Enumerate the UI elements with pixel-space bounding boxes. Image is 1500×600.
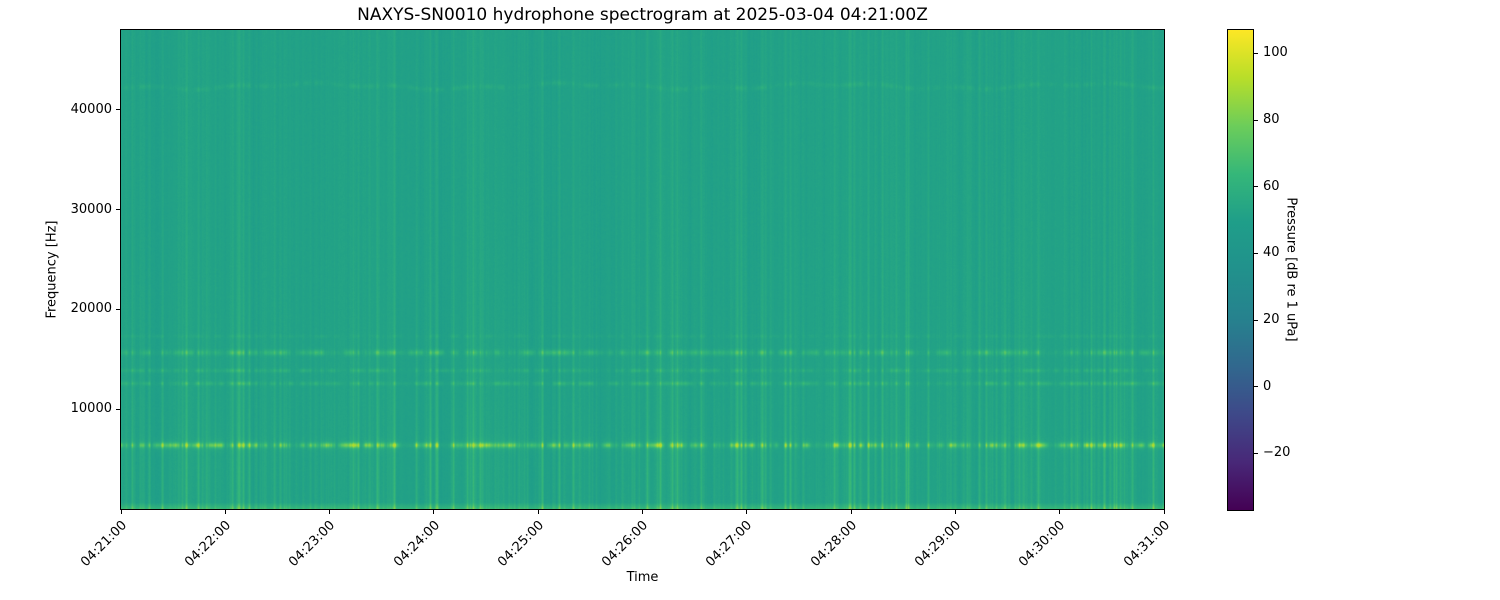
x-tick-label: 04:25:00 (494, 518, 547, 570)
x-tick-mark (537, 510, 539, 514)
chart-title: NAXYS-SN0010 hydrophone spectrogram at 2… (357, 5, 928, 25)
colorbar-tick-mark (1254, 452, 1258, 454)
x-axis-label: Time (626, 570, 659, 585)
y-tick-label: 30000 (70, 201, 112, 217)
y-tick-label: 20000 (70, 301, 112, 317)
colorbar-tick-label: 0 (1263, 378, 1272, 394)
colorbar-tick-mark (1254, 386, 1258, 388)
x-tick-mark (224, 510, 226, 514)
colorbar-tick-label: 100 (1263, 45, 1288, 61)
colorbar-tick-label: 60 (1263, 178, 1280, 194)
x-tick-mark (1059, 510, 1061, 514)
y-tick-mark (116, 308, 120, 310)
x-tick-label: 04:23:00 (286, 518, 339, 570)
x-tick-label: 04:29:00 (912, 518, 965, 570)
x-tick-label: 04:31:00 (1120, 518, 1173, 570)
colorbar-tick-label: 20 (1263, 312, 1280, 327)
x-tick-label: 04:24:00 (390, 518, 443, 570)
x-tick-mark (1163, 510, 1165, 514)
colorbar-tick-mark (1254, 252, 1258, 254)
x-tick-mark (642, 510, 643, 514)
x-tick-label: 04:21:00 (77, 518, 130, 570)
x-tick-label: 04:27:00 (703, 518, 756, 570)
x-tick-label: 04:22:00 (182, 518, 234, 570)
x-tick-mark (120, 510, 122, 514)
colorbar-gradient (1228, 30, 1253, 510)
colorbar-tick-label: 40 (1263, 245, 1280, 261)
x-tick-mark (329, 510, 331, 514)
x-tick-mark (746, 510, 748, 514)
colorbar-tick-label: 80 (1263, 112, 1280, 127)
colorbar-tick-mark (1254, 319, 1258, 321)
y-tick-label: 10000 (70, 401, 112, 417)
y-tick-mark (116, 408, 120, 410)
x-tick-label: 04:26:00 (599, 518, 652, 570)
x-tick-label: 04:28:00 (807, 518, 860, 570)
spectrogram-canvas (121, 30, 1164, 509)
x-tick-label: 04:30:00 (1016, 518, 1069, 570)
x-tick-mark (850, 510, 852, 514)
colorbar-label: Pressure [dB re 1 uPa] (1283, 197, 1299, 342)
colorbar-tick-mark (1254, 52, 1258, 54)
colorbar-tick-mark (1254, 119, 1258, 121)
x-tick-mark (954, 510, 956, 514)
y-tick-label: 40000 (70, 101, 112, 117)
y-tick-mark (116, 209, 120, 211)
x-tick-mark (433, 510, 435, 514)
colorbar-tick-label: −20 (1263, 445, 1291, 461)
y-axis-label: Frequency [Hz] (44, 220, 60, 319)
y-tick-mark (116, 109, 120, 111)
colorbar-tick-mark (1254, 186, 1258, 188)
